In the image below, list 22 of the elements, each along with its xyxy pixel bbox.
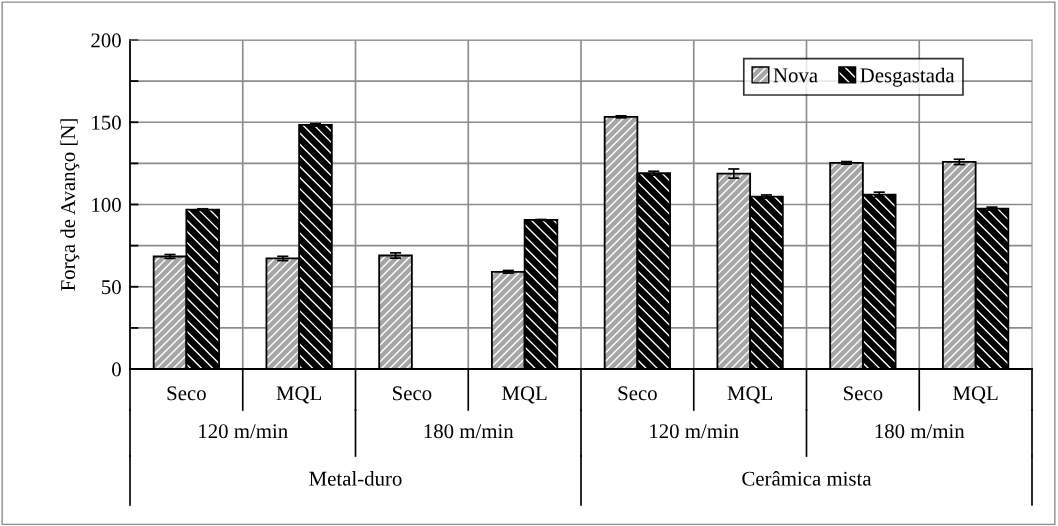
- y-tick-label: 50: [102, 280, 121, 295]
- x-tick-label: MQL: [727, 386, 773, 404]
- x-tick-label: MQL: [276, 386, 322, 404]
- x-tick-label: Seco: [393, 386, 432, 401]
- text: 120 m/min: [650, 424, 739, 439]
- text: 180 m/min: [424, 424, 514, 439]
- legend-label: Nova: [773, 68, 818, 83]
- legend-label: Desgastada: [860, 67, 955, 87]
- x-tick-label: Seco: [618, 386, 657, 401]
- y-tick-label: 100: [92, 197, 121, 212]
- y-tick-label: 150: [92, 115, 121, 130]
- text: Metal-duro: [309, 471, 402, 486]
- y-tick-label: 0: [112, 362, 121, 377]
- y-axis-title: Força de Avanço [N]: [60, 119, 80, 291]
- x-tick-label: MQL: [953, 386, 998, 404]
- y-tick-label: 200: [91, 33, 121, 48]
- x-tick-label: Seco: [844, 386, 883, 401]
- text: Cerâmica mista: [742, 471, 872, 486]
- x-tick-label: MQL: [502, 386, 547, 404]
- x-tick-label: Seco: [167, 386, 206, 401]
- text: 180 m/min: [875, 424, 965, 439]
- text: 120 m/min: [199, 424, 288, 439]
